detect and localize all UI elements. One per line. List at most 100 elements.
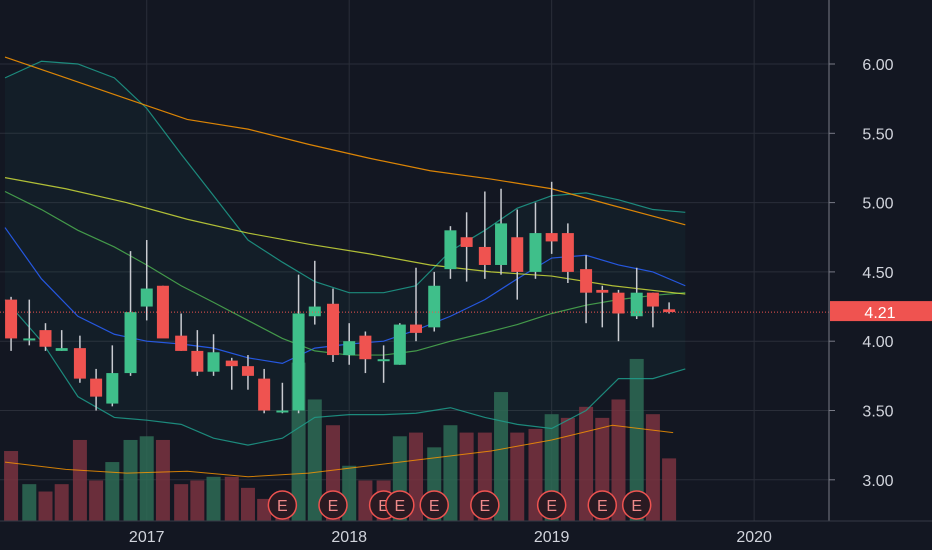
- candle-body: [478, 246, 491, 265]
- candle-body: [175, 335, 188, 351]
- candle-body: [561, 233, 574, 272]
- volume-moving-average: [4, 424, 674, 478]
- volume-bar: [240, 487, 255, 521]
- volume-bar: [224, 476, 239, 521]
- candle-body: [90, 378, 103, 397]
- event-circle: [318, 490, 348, 520]
- candle[interactable]: [444, 226, 457, 279]
- candle[interactable]: [241, 355, 254, 390]
- candle[interactable]: [545, 181, 558, 254]
- candle[interactable]: [478, 191, 491, 279]
- candle[interactable]: [495, 188, 508, 275]
- candle[interactable]: [39, 323, 52, 351]
- volume-bar: [174, 484, 189, 521]
- volume-bar: [4, 451, 19, 521]
- candle-body: [308, 306, 321, 317]
- candle-body: [444, 230, 457, 270]
- candle[interactable]: [529, 202, 542, 279]
- candle-body: [106, 373, 119, 404]
- price-tick-label: 4.50: [862, 265, 893, 282]
- event-label: E: [378, 498, 389, 515]
- candle[interactable]: [207, 334, 220, 376]
- candle-body: [612, 292, 625, 314]
- candle[interactable]: [327, 288, 339, 362]
- candle-body: [410, 324, 423, 333]
- candle-body: [23, 338, 36, 341]
- candle[interactable]: [90, 368, 103, 411]
- candle-body: [276, 410, 289, 413]
- event-label: E: [631, 498, 642, 515]
- volume-bar: [139, 436, 154, 521]
- candle[interactable]: [580, 255, 593, 324]
- candle-body: [545, 233, 558, 242]
- candle[interactable]: [308, 260, 321, 325]
- volume-bar: [38, 491, 53, 521]
- earnings-event-marker[interactable]: E: [470, 490, 500, 520]
- earnings-event-marker[interactable]: E: [267, 490, 298, 520]
- candle[interactable]: [359, 331, 372, 374]
- candle[interactable]: [612, 289, 625, 342]
- candle[interactable]: [73, 335, 86, 383]
- candle-body: [39, 330, 52, 347]
- earnings-event-marker[interactable]: E: [318, 490, 348, 520]
- bollinger-upper-line: [4, 60, 686, 294]
- event-label: E: [328, 498, 339, 515]
- time-axis[interactable]: 2017 2018 2019 2020: [129, 529, 772, 546]
- candle-body: [140, 288, 153, 307]
- candle[interactable]: [5, 296, 18, 351]
- candle[interactable]: [175, 313, 188, 351]
- candle-body: [428, 285, 441, 328]
- event-circle: [536, 490, 567, 520]
- candle[interactable]: [630, 267, 643, 320]
- candle[interactable]: [561, 223, 574, 283]
- candle[interactable]: [511, 209, 524, 300]
- candle[interactable]: [343, 323, 356, 365]
- current-price-badge-box: [830, 301, 932, 322]
- volume-bar: [510, 432, 525, 521]
- candle[interactable]: [191, 330, 204, 376]
- candle-body: [377, 359, 390, 362]
- price-axis[interactable]: 6.00 5.50 5.00 4.50 4.00 3.50 3.00: [829, 57, 894, 490]
- candles[interactable]: [5, 181, 676, 414]
- current-price-label: 4.21: [864, 305, 895, 322]
- candle[interactable]: [393, 323, 406, 365]
- volume-bar: [155, 439, 170, 521]
- candle-body: [359, 335, 372, 360]
- candle-body: [460, 237, 473, 247]
- candle[interactable]: [377, 345, 390, 383]
- candle[interactable]: [292, 274, 305, 414]
- volume-bar: [645, 414, 660, 521]
- candle[interactable]: [225, 357, 238, 390]
- candle-body: [511, 237, 524, 272]
- candle[interactable]: [106, 345, 119, 407]
- ma-slow-line: [4, 177, 686, 295]
- candle[interactable]: [646, 292, 659, 328]
- candle[interactable]: [410, 267, 423, 342]
- earnings-event-marker[interactable]: E: [419, 490, 449, 520]
- candle[interactable]: [140, 240, 153, 321]
- event-circle: [267, 490, 298, 520]
- candle[interactable]: [55, 330, 68, 351]
- candle[interactable]: [460, 212, 473, 282]
- candle-body: [529, 233, 542, 272]
- volume-bar: [54, 484, 69, 521]
- candle[interactable]: [124, 251, 137, 376]
- volume-bar: [22, 484, 37, 521]
- volume-bar: [89, 480, 104, 521]
- candle-body: [580, 269, 593, 293]
- earnings-event-marker[interactable]: E: [536, 490, 567, 520]
- candle[interactable]: [276, 382, 289, 414]
- candle[interactable]: [258, 368, 271, 414]
- candle[interactable]: [23, 299, 36, 346]
- volume-ma-line: [4, 424, 674, 478]
- event-label: E: [277, 498, 288, 515]
- candle[interactable]: [428, 271, 441, 332]
- volume-bar: [206, 476, 221, 521]
- earnings-event-marker[interactable]: E: [621, 490, 652, 520]
- candle[interactable]: [596, 285, 609, 328]
- event-circle: [419, 490, 449, 520]
- earnings-event-marker[interactable]: E: [385, 490, 415, 520]
- earnings-event-marker[interactable]: E: [587, 490, 618, 520]
